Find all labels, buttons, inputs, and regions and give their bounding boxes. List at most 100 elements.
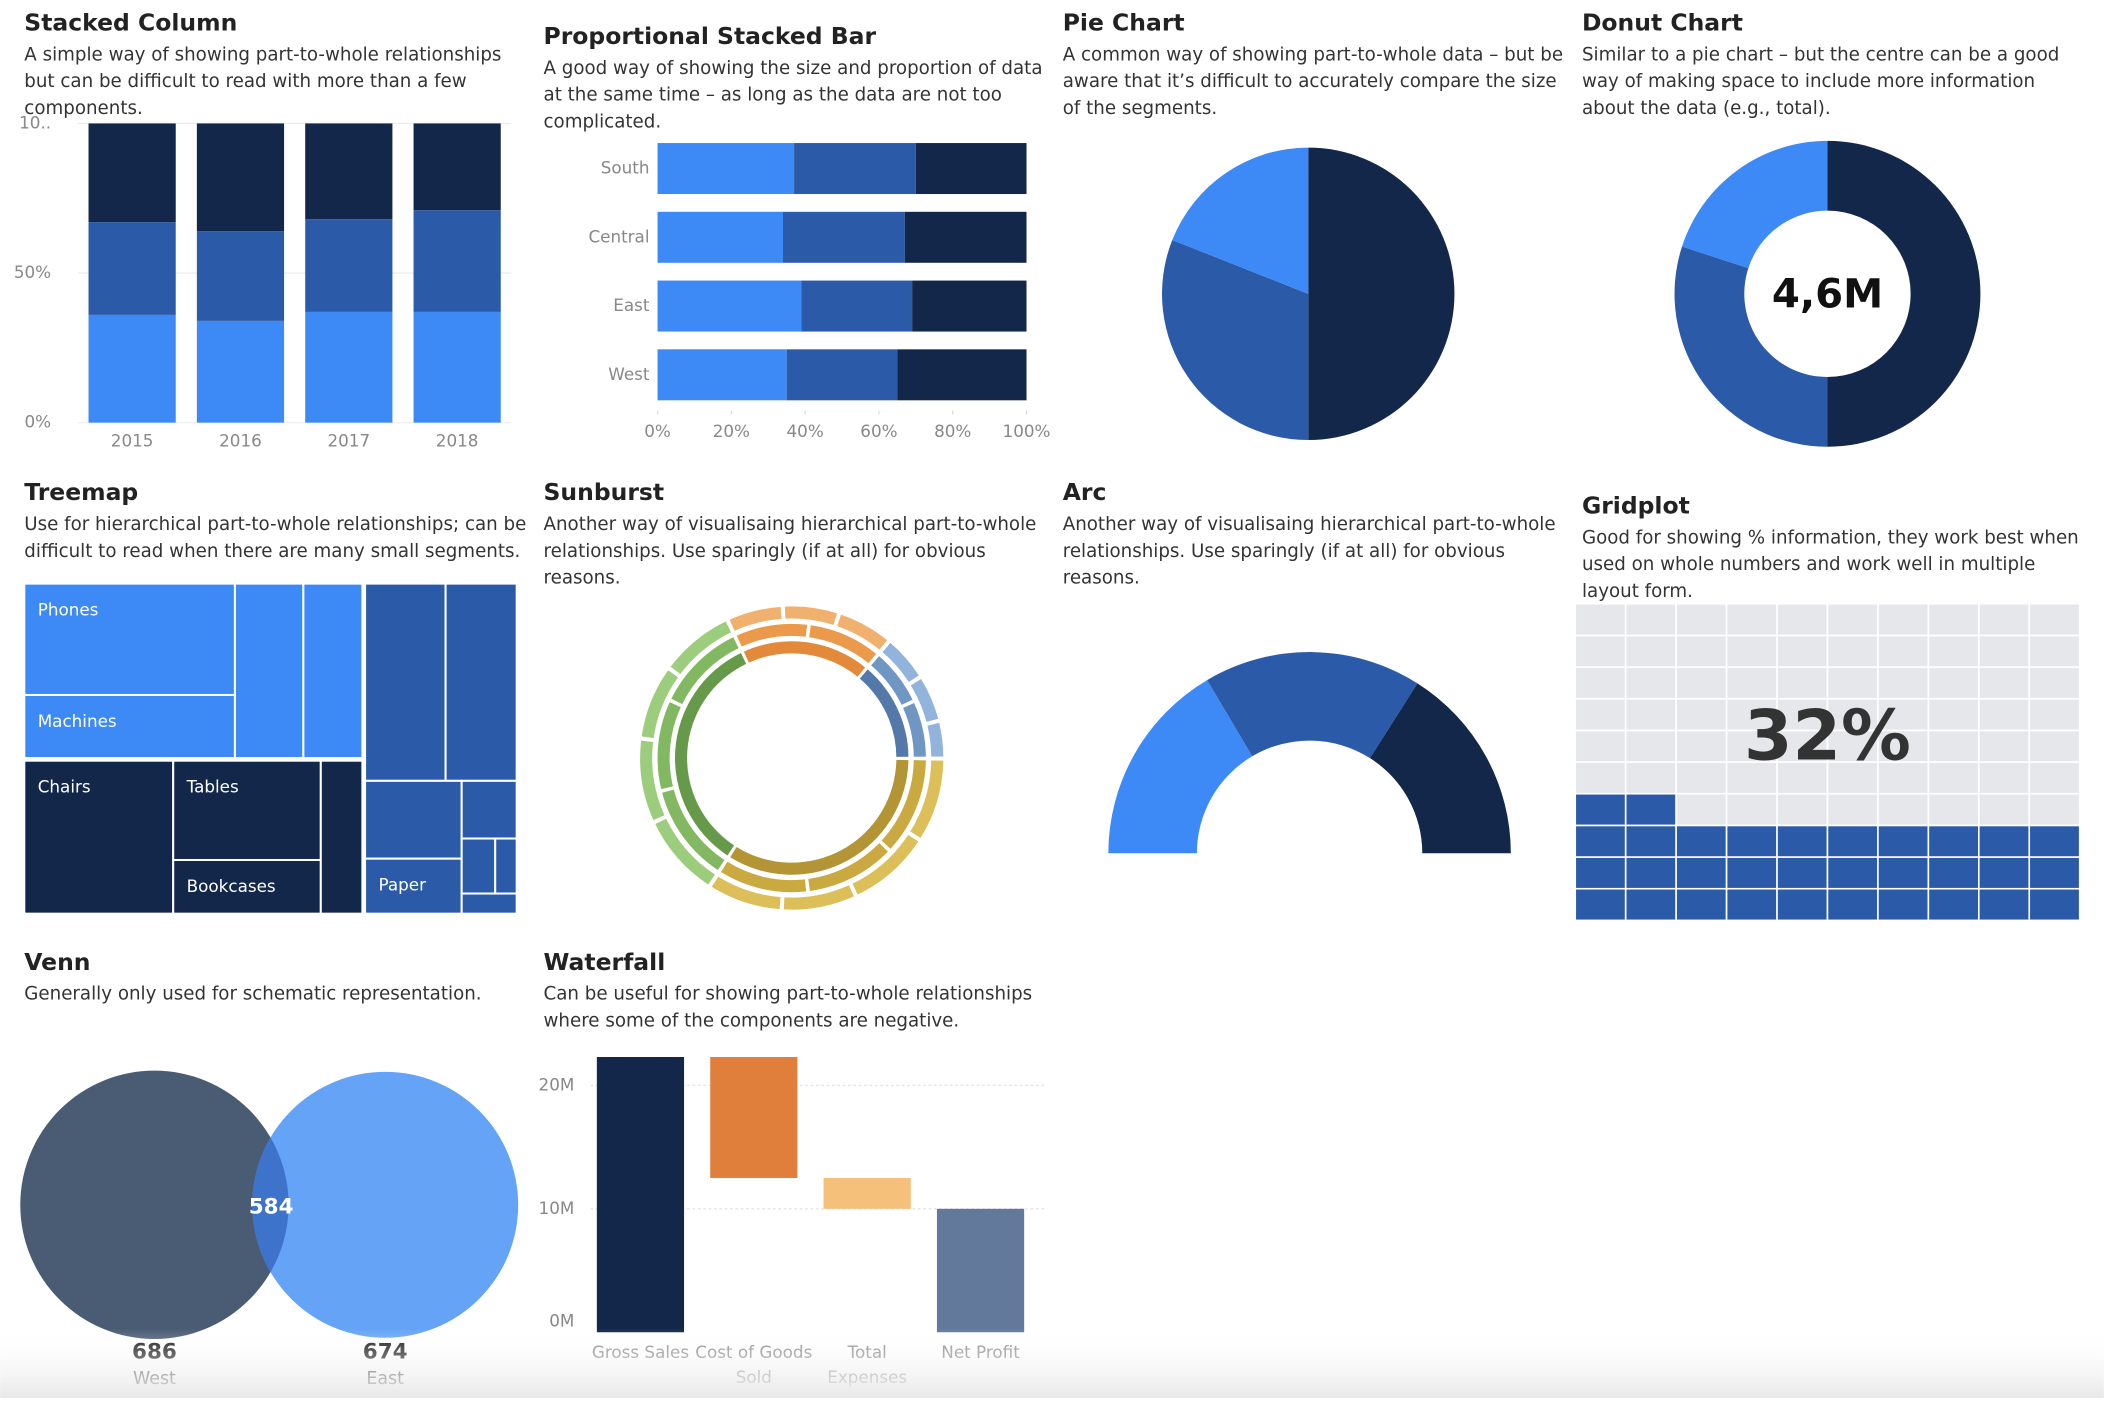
- bar-segment: [794, 143, 916, 195]
- grid-cell: [1927, 634, 1980, 668]
- cell-label: Machines: [38, 711, 117, 731]
- treemap-cell: [364, 779, 463, 860]
- grid-cell: [1927, 761, 1980, 795]
- chart-title: Waterfall: [544, 948, 666, 976]
- sunburst-segment: [903, 703, 926, 757]
- grid-cell: [2028, 634, 2081, 668]
- x-tick-label: 80%: [934, 421, 971, 441]
- grid-cell: [1776, 887, 1829, 922]
- waterfall-bar: [710, 1057, 798, 1178]
- grid-cell: [2028, 729, 2081, 763]
- bar-segment: [801, 280, 913, 332]
- sunburst-segment: [641, 670, 678, 739]
- grid-cell: [1978, 856, 2031, 890]
- pie-slice: [1827, 140, 1981, 447]
- grid-cell: [1978, 824, 2031, 858]
- bar-segment: [88, 123, 176, 223]
- waterfall-bar: [936, 1208, 1025, 1333]
- grid-cell: [2028, 602, 2081, 637]
- sunburst-segment: [671, 637, 739, 705]
- grid-cell: [1574, 887, 1627, 922]
- grid-cell: [2028, 761, 2081, 795]
- chart-title: Stacked Column: [24, 9, 237, 37]
- grid-cell: [1574, 792, 1627, 827]
- grid-cell: [1877, 697, 1930, 732]
- y-tick-label: 20M: [539, 1074, 575, 1094]
- grid-cell: [1877, 856, 1930, 890]
- sunburst-segment: [662, 789, 725, 871]
- bar-segment: [912, 280, 1027, 332]
- sunburst-segment: [721, 861, 807, 893]
- sunburst-segment: [881, 760, 926, 849]
- pie-slice: [1162, 239, 1309, 441]
- grid-cell: [1675, 697, 1728, 732]
- grid-cell: [1725, 666, 1778, 700]
- grid-cell: [1675, 824, 1728, 858]
- grid-cell: [1675, 761, 1728, 795]
- set-value: 674: [363, 1339, 408, 1364]
- grid-cell: [1574, 729, 1627, 763]
- chart-subtitle-box: Another way of visualisaing hierarchical…: [1063, 514, 1556, 589]
- treemap-cell: [233, 582, 305, 760]
- waterfall-bar: [596, 1057, 685, 1333]
- grid-cell: [1725, 792, 1778, 827]
- arc-segment: [1369, 683, 1511, 854]
- grid-cell: [1725, 761, 1778, 795]
- grid-cell: [1725, 634, 1778, 668]
- grid-cell: [1927, 856, 1980, 890]
- grid-cell: [1776, 792, 1829, 827]
- grid-cell: [1826, 666, 1879, 700]
- x-tick-label: 40%: [787, 421, 824, 441]
- grid-cell: [1826, 634, 1879, 668]
- cell-label: Tables: [186, 777, 239, 797]
- grid-cell: [2028, 666, 2081, 700]
- grid-cell: [1574, 761, 1627, 795]
- grid-cell: [1826, 887, 1879, 922]
- x-tick-label: 2017: [327, 430, 370, 450]
- grid-cell: [1675, 792, 1728, 827]
- grid-cell: [1725, 824, 1778, 858]
- x-tick-label: Gross Sales: [591, 1341, 690, 1362]
- x-tick-label: 20%: [713, 421, 750, 441]
- sunburst-segment: [808, 843, 888, 891]
- grid-cell: [1675, 887, 1728, 922]
- treemap-cell: [494, 837, 518, 895]
- grid-cell: [1776, 761, 1829, 795]
- treemap-cell: [460, 837, 497, 895]
- bar-segment: [904, 211, 1027, 263]
- chart-title: Gridplot: [1582, 492, 1690, 520]
- chart-title: Pie Chart: [1063, 9, 1185, 37]
- treemap-cell: [319, 759, 364, 915]
- waterfall-bar: [823, 1177, 911, 1209]
- bar-segment: [786, 349, 898, 401]
- intersection-label: 584: [249, 1194, 294, 1219]
- chart-subtitle: Another way of visualisaing hierarchical…: [543, 513, 1037, 589]
- bar-segment: [196, 123, 285, 232]
- grid-cell: [1675, 602, 1728, 637]
- grid-cell: [1877, 824, 1930, 858]
- bar-segment: [88, 222, 176, 315]
- sunburst-segment: [657, 702, 681, 790]
- grid-cell: [1624, 634, 1677, 668]
- bar-segment: [657, 280, 802, 332]
- sunburst-segment: [729, 606, 782, 631]
- arc-segment: [1108, 680, 1253, 854]
- chart-subtitle: Similar to a pie chart – but the centre …: [1581, 44, 2060, 120]
- treemap-cell: [302, 582, 364, 760]
- x-tick-label: 60%: [860, 421, 897, 441]
- sunburst-segment: [655, 818, 715, 885]
- grid-cell: [1624, 761, 1677, 795]
- grid-cell: [1826, 824, 1879, 858]
- venn-set: [252, 1071, 519, 1338]
- treemap-cell: [172, 759, 322, 862]
- x-tick-label: 100%: [1003, 421, 1051, 441]
- grid-cell: [1776, 602, 1829, 637]
- bar-segment: [657, 143, 795, 195]
- set-name: West: [133, 1369, 176, 1389]
- pie-slice: [1308, 147, 1455, 441]
- grid-cell: [1675, 729, 1728, 763]
- grid-cell: [1725, 856, 1778, 890]
- treemap-cell: [364, 582, 447, 782]
- chart-subtitle-box: Generally only used for schematic repres…: [24, 983, 481, 1004]
- grid-cell: [1624, 887, 1677, 922]
